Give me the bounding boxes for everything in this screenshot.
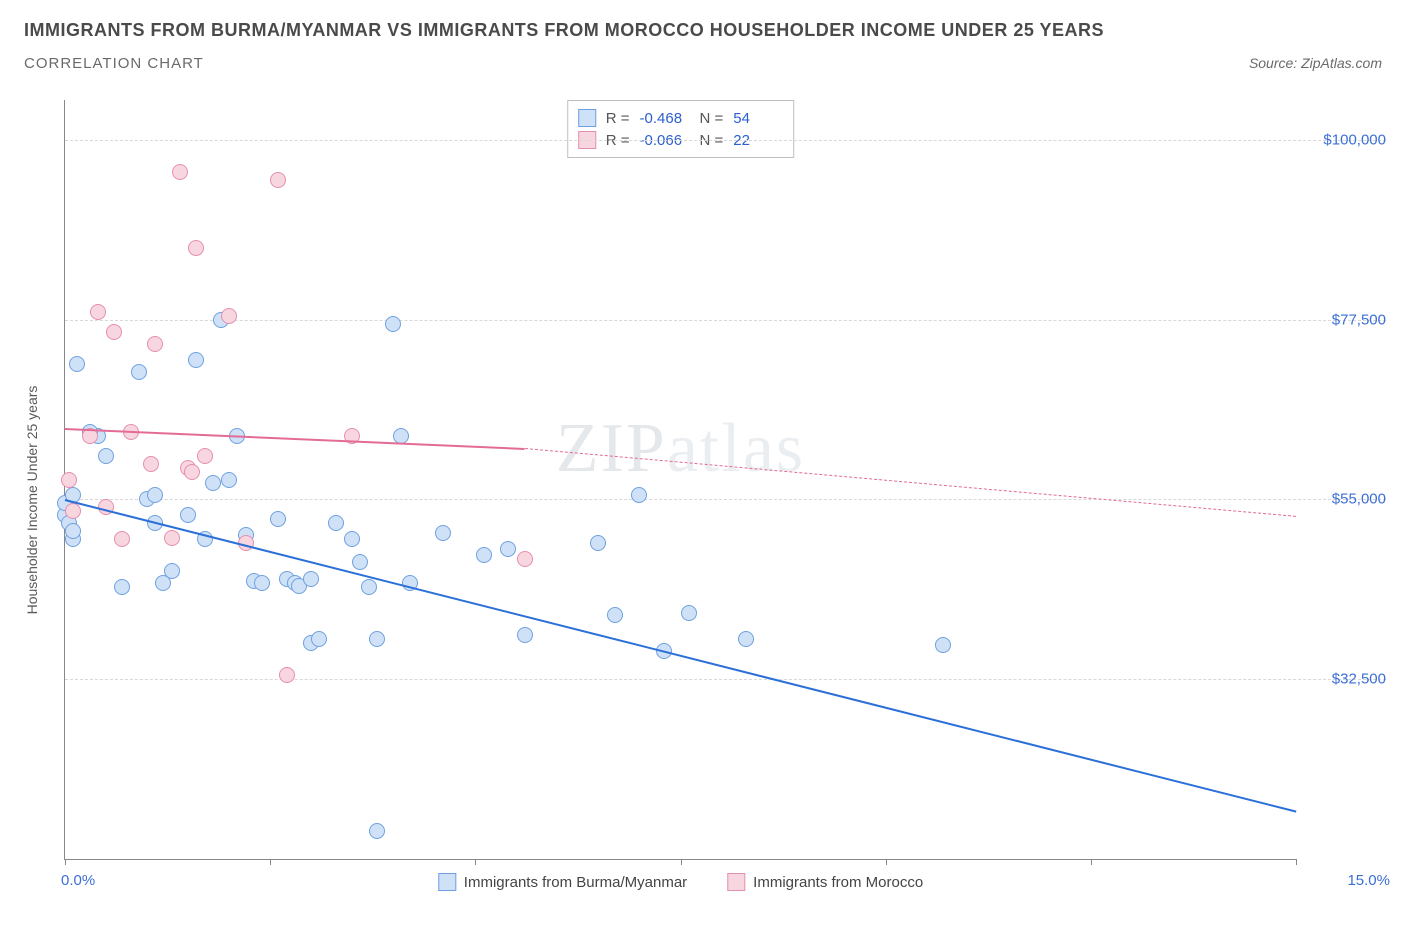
legend: Immigrants from Burma/Myanmar Immigrants …	[438, 873, 923, 891]
x-tick	[886, 859, 887, 865]
legend-swatch	[438, 873, 456, 891]
data-point	[631, 487, 647, 503]
data-point	[106, 324, 122, 340]
data-point	[143, 456, 159, 472]
watermark: ZIPatlas	[556, 409, 805, 489]
legend-swatch	[727, 873, 745, 891]
stat-n-value: 54	[733, 110, 783, 127]
chart-subtitle: CORRELATION CHART	[24, 55, 204, 72]
legend-label: Immigrants from Morocco	[753, 874, 923, 891]
data-point	[361, 579, 377, 595]
y-tick-label: $100,000	[1298, 131, 1386, 148]
y-tick-label: $55,000	[1298, 491, 1386, 508]
legend-swatch	[578, 109, 596, 127]
data-point	[114, 579, 130, 595]
data-point	[270, 172, 286, 188]
x-tick	[681, 859, 682, 865]
data-point	[180, 507, 196, 523]
data-point	[114, 531, 130, 547]
x-axis-min-label: 0.0%	[61, 872, 95, 889]
legend-item: Immigrants from Morocco	[727, 873, 923, 891]
data-point	[69, 356, 85, 372]
data-point	[188, 240, 204, 256]
data-point	[155, 575, 171, 591]
data-point	[279, 667, 295, 683]
x-tick	[270, 859, 271, 865]
data-point	[328, 515, 344, 531]
chart-title: IMMIGRANTS FROM BURMA/MYANMAR VS IMMIGRA…	[24, 20, 1382, 41]
data-point	[681, 605, 697, 621]
gridline	[65, 499, 1386, 500]
data-point	[254, 575, 270, 591]
data-point	[184, 464, 200, 480]
data-point	[303, 571, 319, 587]
gridline	[65, 320, 1386, 321]
y-tick-label: $32,500	[1298, 671, 1386, 688]
data-point	[517, 551, 533, 567]
data-point	[435, 525, 451, 541]
source-attribution: Source: ZipAtlas.com	[1249, 55, 1382, 71]
data-point	[385, 316, 401, 332]
stat-n-label: N =	[700, 110, 724, 127]
y-tick-label: $77,500	[1298, 311, 1386, 328]
data-point	[393, 428, 409, 444]
plot-area: ZIPatlas R =-0.468N =54R =-0.066N =22 0.…	[64, 100, 1296, 860]
data-point	[164, 530, 180, 546]
x-tick	[65, 859, 66, 865]
data-point	[935, 637, 951, 653]
data-point	[476, 547, 492, 563]
stat-r-value: -0.468	[640, 110, 690, 127]
data-point	[98, 448, 114, 464]
trend-line	[65, 499, 1296, 813]
x-tick	[475, 859, 476, 865]
data-point	[607, 607, 623, 623]
data-point	[147, 336, 163, 352]
data-point	[172, 164, 188, 180]
x-axis-max-label: 15.0%	[1347, 872, 1390, 889]
data-point	[369, 631, 385, 647]
gridline	[65, 679, 1386, 680]
data-point	[147, 487, 163, 503]
data-point	[65, 523, 81, 539]
x-tick	[1296, 859, 1297, 865]
legend-stats-box: R =-0.468N =54R =-0.066N =22	[567, 100, 795, 158]
gridline	[65, 140, 1386, 141]
data-point	[517, 627, 533, 643]
trend-line	[525, 448, 1297, 517]
data-point	[369, 823, 385, 839]
data-point	[131, 364, 147, 380]
stat-r-label: R =	[606, 110, 630, 127]
data-point	[205, 475, 221, 491]
legend-label: Immigrants from Burma/Myanmar	[464, 874, 687, 891]
data-point	[188, 352, 204, 368]
y-axis-title: Householder Income Under 25 years	[24, 386, 40, 615]
data-point	[311, 631, 327, 647]
data-point	[221, 472, 237, 488]
data-point	[352, 554, 368, 570]
legend-stats-row: R = -0.468 N = 54	[578, 107, 784, 129]
data-point	[65, 503, 81, 519]
x-tick	[1091, 859, 1092, 865]
scatter-chart: Householder Income Under 25 years ZIPatl…	[40, 100, 1386, 900]
data-point	[61, 472, 77, 488]
data-point	[197, 448, 213, 464]
legend-item: Immigrants from Burma/Myanmar	[438, 873, 687, 891]
data-point	[90, 304, 106, 320]
data-point	[221, 308, 237, 324]
data-point	[270, 511, 286, 527]
data-point	[590, 535, 606, 551]
data-point	[344, 531, 360, 547]
data-point	[738, 631, 754, 647]
data-point	[500, 541, 516, 557]
